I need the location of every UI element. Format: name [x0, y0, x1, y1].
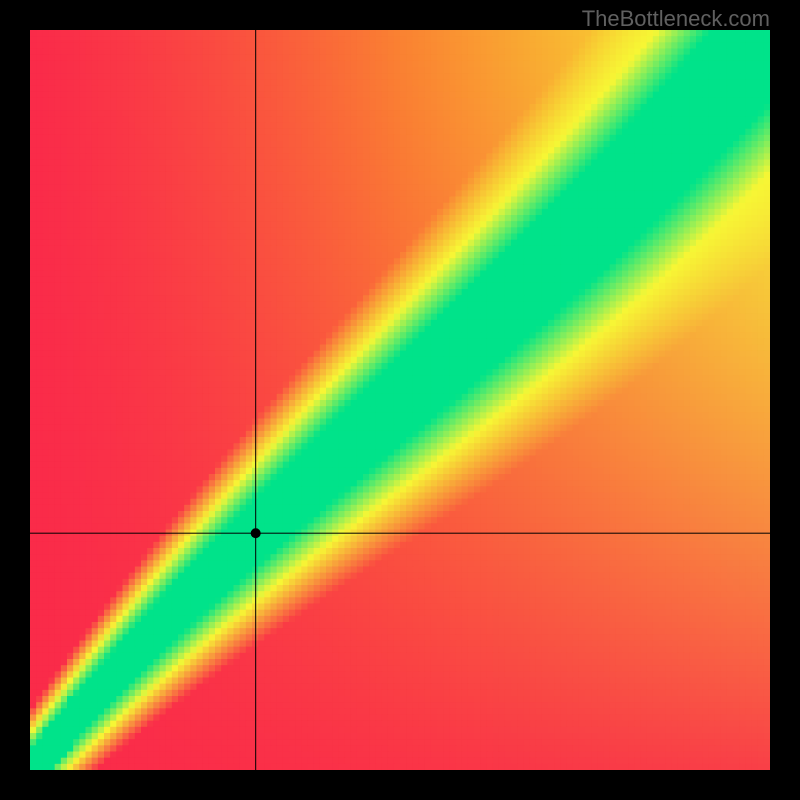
bottleneck-heatmap: [30, 30, 770, 770]
watermark-text: TheBottleneck.com: [582, 6, 770, 32]
chart-container: TheBottleneck.com: [0, 0, 800, 800]
